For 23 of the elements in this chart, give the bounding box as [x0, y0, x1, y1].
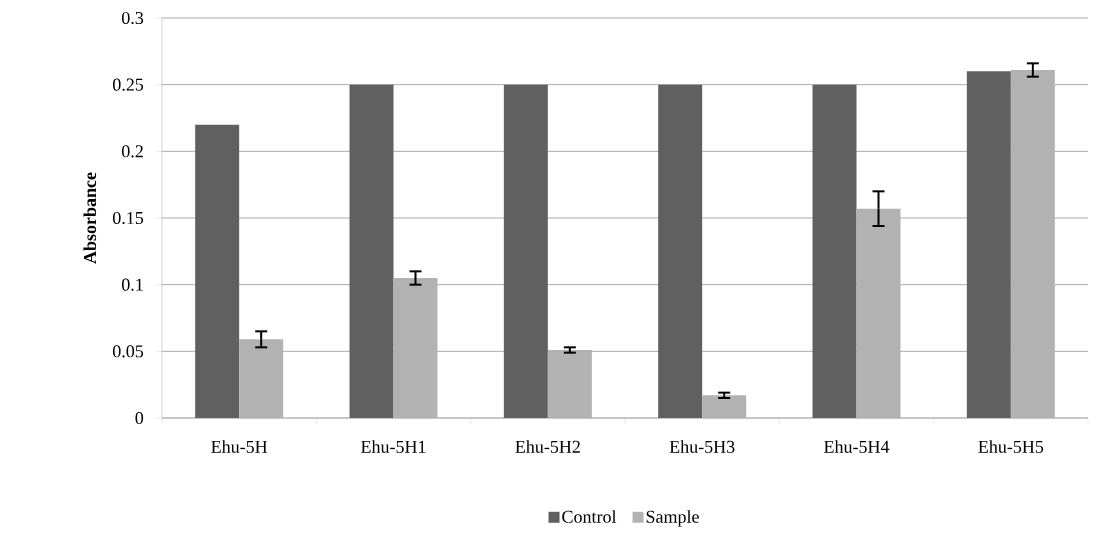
y-tick-label: 0.15	[112, 211, 144, 225]
y-tick-label: 0.1	[121, 278, 143, 291]
x-tick-label: Ehu-5H	[211, 440, 268, 453]
y-axis-title: Absorbance	[83, 172, 97, 264]
x-tick-label: Ehu-5H2	[515, 440, 580, 453]
legend-label: Sample	[646, 510, 699, 527]
x-tick-label: Ehu-5H4	[824, 440, 890, 453]
y-tick-label: 0.3	[121, 11, 144, 25]
bar	[966, 71, 1011, 418]
legend-label: Control	[562, 510, 617, 523]
bar	[812, 84, 857, 418]
y-tick-label: 0.05	[112, 345, 144, 358]
x-tick-label: Ehu-5H5	[978, 440, 1044, 453]
x-tick-label: Ehu-5H1	[361, 440, 426, 453]
bar	[702, 395, 747, 418]
bar	[349, 84, 394, 418]
bar	[658, 84, 703, 418]
bar	[195, 124, 240, 418]
x-tick-label: Ehu-5H3	[669, 440, 735, 453]
bar	[503, 84, 548, 418]
y-tick-label: 0.2	[121, 145, 143, 158]
y-tick-label: 0.25	[112, 78, 144, 91]
y-tick-label: 0	[135, 411, 144, 425]
